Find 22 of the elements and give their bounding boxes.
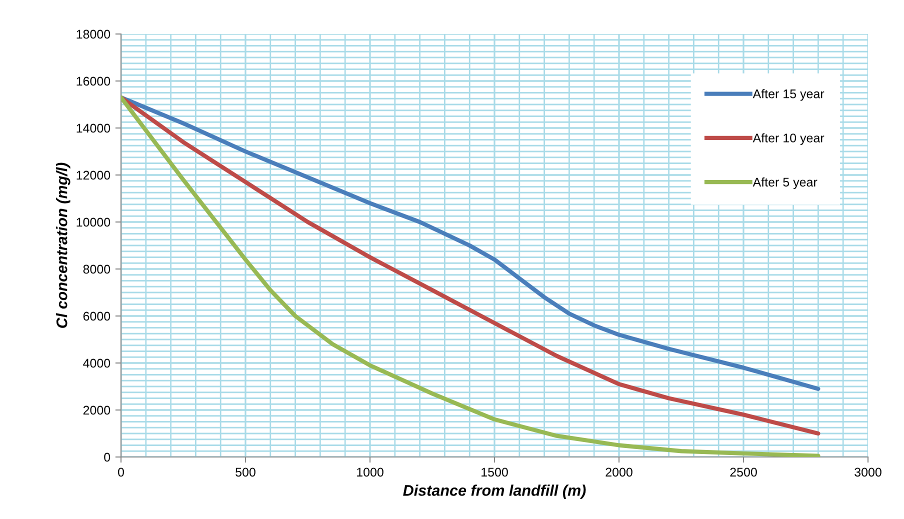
- y-tick-label: 10000: [76, 218, 110, 227]
- legend-label: After 10 year: [752, 133, 824, 145]
- y-tick-label: 16000: [76, 76, 110, 86]
- legend-label: After 15 year: [752, 89, 824, 101]
- y-tick-label: 14000: [76, 124, 110, 133]
- y-tick-label: 12000: [76, 170, 110, 180]
- x-tick-label: 500: [236, 468, 256, 477]
- y-tick-label: 0: [104, 452, 110, 462]
- y-tick-label: 4000: [83, 358, 110, 368]
- y-tick-label: 8000: [83, 264, 110, 274]
- y-axis-title: Cl concentration (mg/l): [56, 162, 70, 328]
- x-tick-label: 2500: [730, 468, 757, 477]
- legend-label: After 5 year: [752, 177, 818, 190]
- x-axis-title: Distance from landfill (m): [403, 484, 586, 499]
- x-tick-label: 1500: [482, 468, 508, 477]
- x-tick-label: 0: [118, 468, 124, 477]
- x-tick-label: 1000: [357, 468, 384, 477]
- y-tick-label: 6000: [83, 312, 110, 321]
- y-tick-label: 2000: [83, 406, 110, 415]
- x-tick-label: 2000: [606, 468, 632, 477]
- y-tick-label: 18000: [76, 30, 110, 39]
- x-tick-label: 3000: [854, 468, 882, 477]
